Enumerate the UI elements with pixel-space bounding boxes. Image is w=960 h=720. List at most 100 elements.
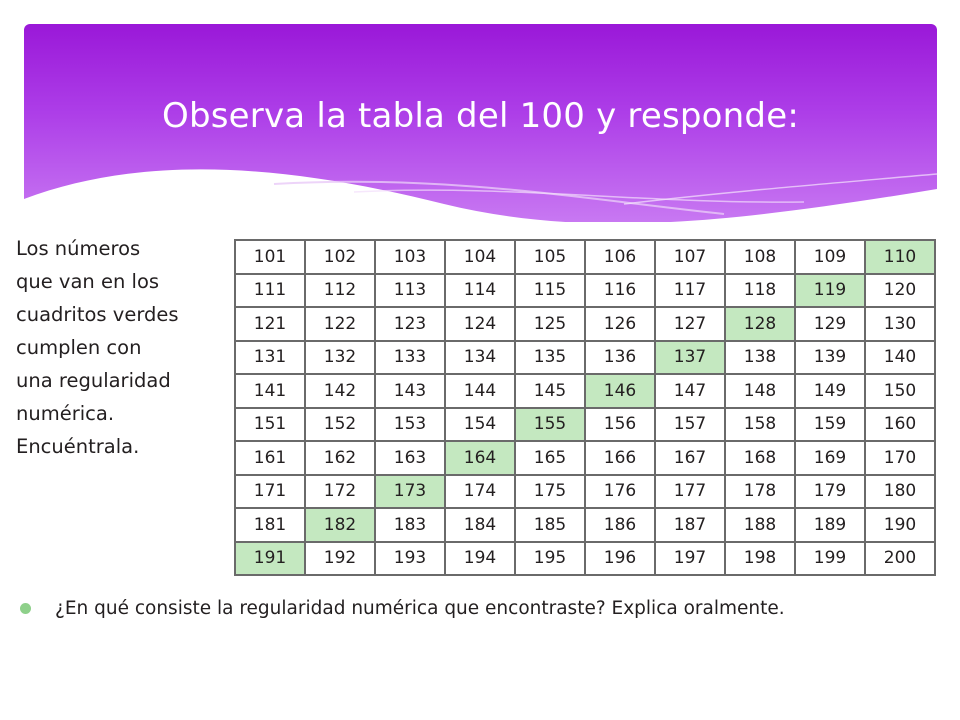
hundred-table: 101 102 103 104 105 106 107 108 109 110 111 112 113 1…	[234, 239, 936, 576]
table-cell: 143	[374, 373, 446, 409]
table-cell: 198	[724, 540, 796, 576]
table-cell: 124	[444, 306, 516, 342]
table-cell: 167	[654, 440, 726, 476]
table-cell: 166	[584, 440, 656, 476]
table-cell: 106	[584, 239, 656, 275]
table-cell: 149	[794, 373, 866, 409]
table-cell: 161	[234, 440, 306, 476]
table-cell: 123	[374, 306, 446, 342]
table-row: 181 182 183 184 185 186 187 188 189 190	[234, 507, 936, 543]
table-cell: 105	[514, 239, 586, 275]
table-row: 121 122 123 124 125 126 127 128 129 130	[234, 306, 936, 342]
table-cell: 138	[724, 339, 796, 375]
table-cell: 147	[654, 373, 726, 409]
table-cell: 144	[444, 373, 516, 409]
table-cell: 142	[304, 373, 376, 409]
table-cell: 185	[514, 507, 586, 543]
table-cell: 177	[654, 473, 726, 509]
table-cell: 172	[304, 473, 376, 509]
slide-title: Observa la tabla del 100 y responde:	[162, 96, 799, 136]
table-cell: 186	[584, 507, 656, 543]
table-row: 131 132 133 134 135 136 137 138 139 140	[234, 339, 936, 375]
table-cell: 118	[724, 272, 796, 308]
table-cell: 165	[514, 440, 586, 476]
table-cell: 140	[864, 339, 936, 375]
table-cell: 121	[234, 306, 306, 342]
instruction-text: Los números que van en los cuadritos ver…	[16, 237, 179, 458]
table-cell: 171	[234, 473, 306, 509]
table-cell-highlighted: 146	[584, 373, 656, 409]
question-text: ¿En qué consiste la regularidad numérica…	[55, 598, 785, 619]
table-cell: 132	[304, 339, 376, 375]
table-cell: 170	[864, 440, 936, 476]
table-cell: 114	[444, 272, 516, 308]
table-cell: 183	[374, 507, 446, 543]
table-row: 161 162 163 164 165 166 167 168 169 170	[234, 440, 936, 476]
table-cell: 116	[584, 272, 656, 308]
table-cell: 133	[374, 339, 446, 375]
table-cell: 141	[234, 373, 306, 409]
table-cell-highlighted: 110	[864, 239, 936, 275]
table-cell-highlighted: 137	[654, 339, 726, 375]
table-cell: 130	[864, 306, 936, 342]
table-cell: 160	[864, 406, 936, 442]
circle-bullet-icon	[20, 603, 31, 614]
table-cell: 190	[864, 507, 936, 543]
table-cell: 181	[234, 507, 306, 543]
table-cell: 192	[304, 540, 376, 576]
table-cell-highlighted: 128	[724, 306, 796, 342]
table-cell: 111	[234, 272, 306, 308]
table-cell: 139	[794, 339, 866, 375]
table-cell: 184	[444, 507, 516, 543]
table-cell: 135	[514, 339, 586, 375]
table-row: 171 172 173 174 175 176 177 178 179 180	[234, 473, 936, 509]
table-cell: 104	[444, 239, 516, 275]
table-row: 151 152 153 154 155 156 157 158 159 160	[234, 406, 936, 442]
table-cell: 197	[654, 540, 726, 576]
table-cell: 127	[654, 306, 726, 342]
table-cell: 120	[864, 272, 936, 308]
table-cell: 134	[444, 339, 516, 375]
table-cell: 145	[514, 373, 586, 409]
table-cell: 176	[584, 473, 656, 509]
table-cell: 129	[794, 306, 866, 342]
table-cell-highlighted: 191	[234, 540, 306, 576]
table-cell: 193	[374, 540, 446, 576]
table-row: 101 102 103 104 105 106 107 108 109 110	[234, 239, 936, 275]
table-cell-highlighted: 182	[304, 507, 376, 543]
table-cell: 175	[514, 473, 586, 509]
table-cell: 157	[654, 406, 726, 442]
table-cell: 154	[444, 406, 516, 442]
table-cell: 115	[514, 272, 586, 308]
table-cell: 195	[514, 540, 586, 576]
table-cell: 189	[794, 507, 866, 543]
table-cell: 159	[794, 406, 866, 442]
table-cell: 196	[584, 540, 656, 576]
table-cell: 125	[514, 306, 586, 342]
table-cell: 188	[724, 507, 796, 543]
table-cell: 174	[444, 473, 516, 509]
title-banner: Observa la tabla del 100 y responde:	[24, 24, 937, 222]
table-cell: 126	[584, 306, 656, 342]
question-bullet: ¿En qué consiste la regularidad numérica…	[16, 598, 946, 619]
table-cell: 108	[724, 239, 796, 275]
table-row: 111 112 113 114 115 116 117 118 119 120	[234, 272, 936, 308]
table-cell: 153	[374, 406, 446, 442]
table-cell: 187	[654, 507, 726, 543]
table-cell: 101	[234, 239, 306, 275]
table-cell-highlighted: 173	[374, 473, 446, 509]
table-cell: 107	[654, 239, 726, 275]
table-cell-highlighted: 164	[444, 440, 516, 476]
table-cell: 117	[654, 272, 726, 308]
table-cell: 150	[864, 373, 936, 409]
table-cell: 163	[374, 440, 446, 476]
table-cell: 168	[724, 440, 796, 476]
table-cell: 162	[304, 440, 376, 476]
table-cell-highlighted: 119	[794, 272, 866, 308]
table-cell: 179	[794, 473, 866, 509]
table-cell: 113	[374, 272, 446, 308]
table-cell: 178	[724, 473, 796, 509]
table-cell: 199	[794, 540, 866, 576]
table-cell: 156	[584, 406, 656, 442]
table-cell: 112	[304, 272, 376, 308]
